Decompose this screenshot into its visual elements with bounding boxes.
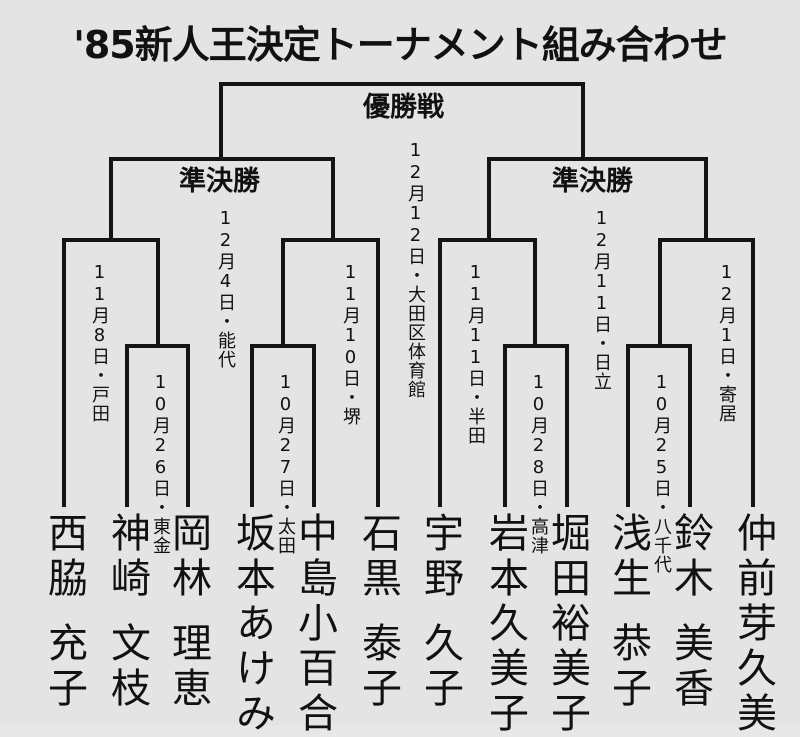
player-name: 坂本あけみ (229, 512, 275, 737)
match-r1d-label: 10月25日・八千代 (651, 372, 672, 574)
semi-left-connector (109, 157, 335, 242)
match-qf3-label: 11月11日・半田 (465, 262, 486, 445)
player-name: 宇野 (417, 512, 463, 602)
player-name: 仲前芽久美 (730, 512, 776, 737)
player-given-name: 理恵 (165, 622, 211, 712)
player-given-name: 美香 (667, 622, 713, 712)
final-connector (219, 82, 585, 161)
qf2-connector (281, 238, 380, 507)
r1b-connector (250, 344, 316, 507)
qf1-connector (62, 238, 160, 507)
player-name: 堀田裕美子 (544, 512, 590, 737)
r1a-connector (125, 344, 190, 507)
match-qf1-label: 11月8日・戸田 (89, 262, 110, 423)
match-final-label: 12月12日・大田区体育館 (405, 140, 426, 399)
player-name: 中島小百合 (291, 512, 337, 737)
player-name: 西脇 (41, 512, 87, 602)
player-given-name: 充子 (41, 622, 87, 712)
match-semi-left-label: 12月4日・能代 (215, 208, 236, 369)
r1d-connector (626, 344, 692, 507)
round-semi-right-label: 準決勝 (548, 166, 637, 198)
page-title: '85新人王決定トーナメント組み合わせ (73, 23, 728, 67)
player-name: 神崎 (104, 512, 150, 602)
player-given-name: 泰子 (355, 622, 401, 712)
player-given-name: 久子 (417, 622, 463, 712)
match-r1c-label: 10月28日・高津 (528, 372, 549, 555)
player-name: 岡林 (165, 512, 211, 602)
match-qf4-label: 12月1日・寄居 (716, 262, 737, 423)
player-given-name: 恭子 (605, 622, 651, 712)
player-name: 浅生 (605, 512, 651, 602)
match-r1b-label: 10月27日・太田 (275, 372, 296, 555)
semi-right-connector (487, 157, 708, 242)
qf4-connector (658, 238, 755, 507)
player-name: 鈴木 (667, 512, 713, 602)
qf3-connector (438, 238, 537, 507)
match-semi-right-label: 12月11日・日立 (591, 208, 612, 391)
player-given-name: 文枝 (104, 622, 150, 712)
round-semi-left-label: 準決勝 (175, 166, 264, 198)
r1c-connector (503, 344, 569, 507)
round-final-label: 優勝戦 (359, 92, 448, 124)
match-r1a-label: 10月26日・東金 (150, 372, 171, 555)
player-name: 岩本久美子 (482, 512, 528, 737)
match-qf2-label: 11月10日・堺 (340, 262, 361, 426)
player-name: 石黒 (355, 512, 401, 602)
